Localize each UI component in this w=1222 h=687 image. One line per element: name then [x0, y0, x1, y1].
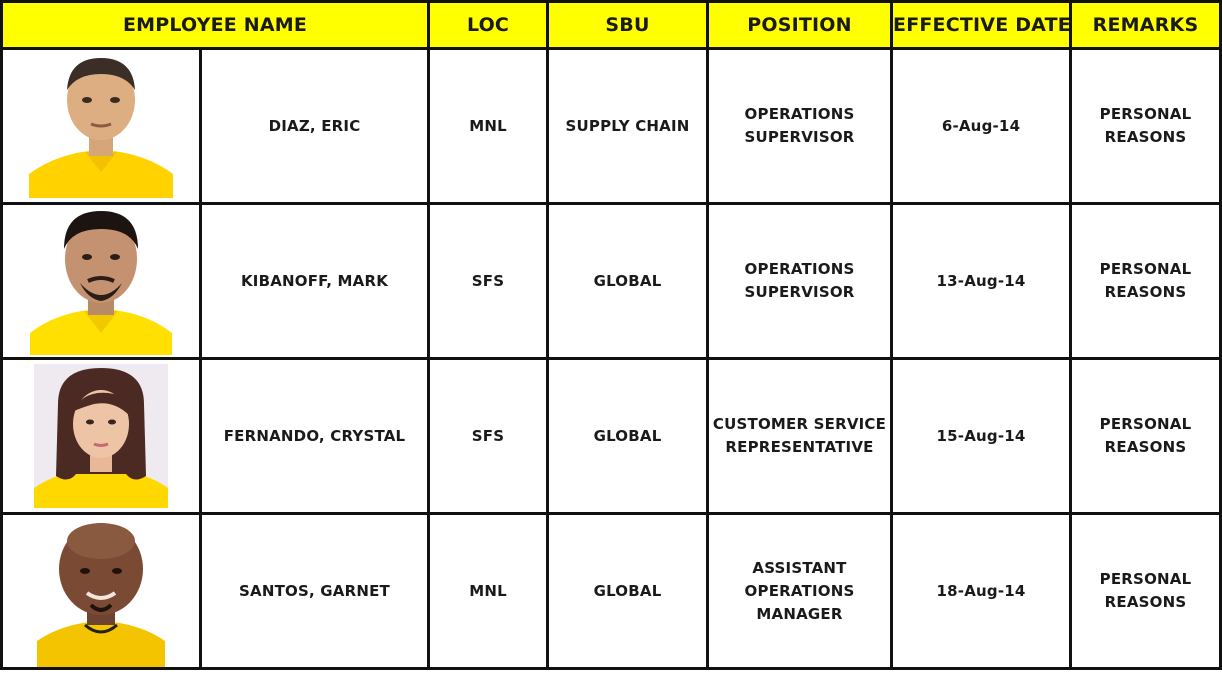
employee-name: SANTOS, GARNET — [198, 512, 431, 670]
employee-remarks: PERSONAL REASONS — [1069, 47, 1222, 205]
employee-photo-icon — [34, 364, 168, 508]
employee-sbu: GLOBAL — [546, 202, 710, 360]
employee-effective-date: 15-Aug-14 — [890, 357, 1073, 515]
employee-effective-date: 13-Aug-14 — [890, 202, 1073, 360]
employee-name: DIAZ, ERIC — [198, 47, 431, 205]
employee-remarks: PERSONAL REASONS — [1069, 202, 1222, 360]
employee-photo-icon — [30, 209, 172, 355]
photo-cell — [0, 202, 202, 360]
employee-sbu: GLOBAL — [546, 512, 710, 670]
employee-name: KIBANOFF, MARK — [198, 202, 431, 360]
table-row: FERNANDO, CRYSTAL SFS GLOBAL CUSTOMER SE… — [0, 357, 1222, 515]
employee-remarks: PERSONAL REASONS — [1069, 357, 1222, 515]
header-employee-name: EMPLOYEE NAME — [0, 0, 431, 50]
employee-position: OPERATIONS SUPERVISOR — [706, 202, 894, 360]
table-row: SANTOS, GARNET MNL GLOBAL ASSISTANT OPER… — [0, 512, 1222, 670]
table-row: DIAZ, ERIC MNL SUPPLY CHAIN OPERATIONS S… — [0, 47, 1222, 205]
employee-sbu: SUPPLY CHAIN — [546, 47, 710, 205]
employee-position: OPERATIONS SUPERVISOR — [706, 47, 894, 205]
employee-loc: MNL — [427, 512, 550, 670]
employee-position: ASSISTANT OPERATIONS MANAGER — [706, 512, 894, 670]
header-sbu: SBU — [546, 0, 710, 50]
employee-loc: SFS — [427, 357, 550, 515]
employee-effective-date: 6-Aug-14 — [890, 47, 1073, 205]
employee-sbu: GLOBAL — [546, 357, 710, 515]
header-remarks: REMARKS — [1069, 0, 1222, 50]
employee-loc: SFS — [427, 202, 550, 360]
employee-photo-icon — [37, 521, 165, 667]
employee-photo-icon — [29, 56, 173, 198]
photo-cell — [0, 357, 202, 515]
header-position: POSITION — [706, 0, 894, 50]
employee-name: FERNANDO, CRYSTAL — [198, 357, 431, 515]
photo-cell — [0, 512, 202, 670]
employee-loc: MNL — [427, 47, 550, 205]
table-row: KIBANOFF, MARK SFS GLOBAL OPERATIONS SUP… — [0, 202, 1222, 360]
header-loc: LOC — [427, 0, 550, 50]
employee-effective-date: 18-Aug-14 — [890, 512, 1073, 670]
employee-position: CUSTOMER SERVICE REPRESENTATIVE — [706, 357, 894, 515]
header-effective-date: EFFECTIVE DATE — [890, 0, 1073, 50]
employee-table: EMPLOYEE NAME LOC SBU POSITION EFFECTIVE… — [0, 0, 1222, 670]
header-row: EMPLOYEE NAME LOC SBU POSITION EFFECTIVE… — [0, 0, 1222, 50]
photo-cell — [0, 47, 202, 205]
employee-remarks: PERSONAL REASONS — [1069, 512, 1222, 670]
